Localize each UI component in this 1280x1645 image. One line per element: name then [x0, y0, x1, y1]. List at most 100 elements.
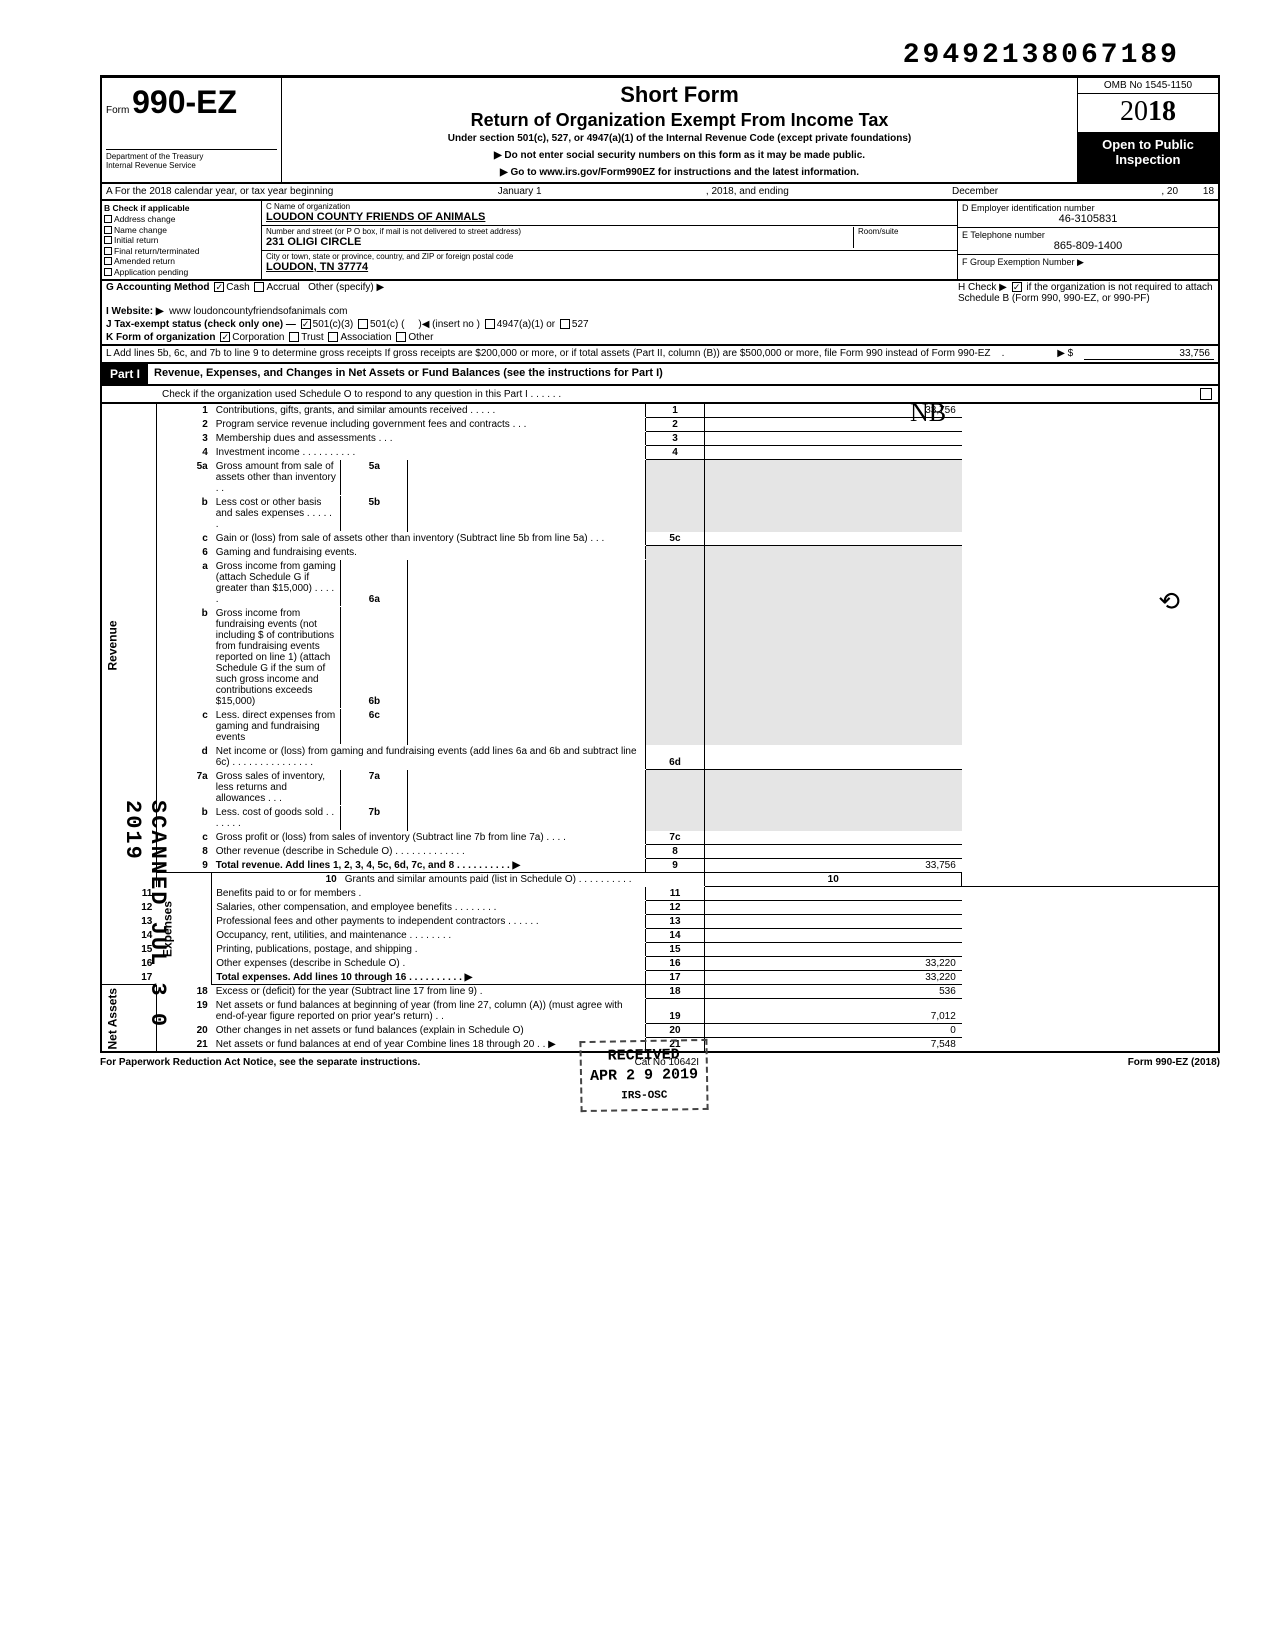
ln-6d: d — [156, 745, 211, 770]
desc-5a: Gross amount from sale of assets other t… — [212, 460, 341, 496]
footer-right: Form 990-EZ (2018) — [1128, 1057, 1220, 1068]
department-label: Department of the Treasury Internal Reve… — [106, 149, 277, 170]
amt-5c — [705, 532, 962, 546]
row-a-tax-year: A For the 2018 calendar year, or tax yea… — [100, 184, 1220, 201]
chk-sched-b[interactable] — [1012, 282, 1022, 292]
chk-501c3[interactable] — [301, 319, 311, 329]
num-5c: 5c — [645, 532, 704, 546]
form-number: 990-EZ — [132, 84, 237, 120]
chk-501c[interactable] — [358, 319, 368, 329]
ln-6b: b — [156, 607, 211, 709]
desc-6c: Less. direct expenses from gaming and fu… — [212, 709, 341, 745]
phone-value: 865-809-1400 — [962, 240, 1214, 252]
row-j: J Tax-exempt status (check only one) — 5… — [106, 319, 954, 330]
received-line1: RECEIVED — [608, 1046, 680, 1064]
amt-10 — [962, 873, 1219, 887]
chk-final-return[interactable] — [104, 247, 112, 255]
chk-pending[interactable] — [104, 268, 112, 276]
ein-value: 46-3105831 — [962, 213, 1214, 225]
amt-13 — [705, 915, 962, 929]
chk-address-change[interactable] — [104, 215, 112, 223]
ln-5c: c — [156, 532, 211, 546]
right-header: OMB No 1545-1150 2018 Open to Public Ins… — [1078, 78, 1218, 182]
chk-trust[interactable] — [289, 332, 299, 342]
amt-18: 536 — [705, 985, 962, 999]
chk-amended[interactable] — [104, 257, 112, 265]
ln-10: 10 — [212, 873, 341, 887]
lbl-527: 527 — [572, 319, 589, 330]
g-label: G Accounting Method — [106, 282, 210, 293]
ln-1: 1 — [156, 404, 211, 418]
row-h: H Check ▶ if the organization is not req… — [954, 282, 1214, 304]
col-c-org-info: C Name of organization LOUDON COUNTY FRI… — [262, 201, 958, 279]
desc-9: Total revenue. Add lines 1, 2, 3, 4, 5c,… — [212, 859, 646, 873]
chk-initial-return[interactable] — [104, 236, 112, 244]
mid-7b: 7b — [341, 806, 408, 831]
num-18: 18 — [645, 985, 704, 999]
amt-11 — [705, 887, 962, 901]
ln-5b: b — [156, 496, 211, 532]
amt-15 — [705, 943, 962, 957]
midval-5a — [408, 460, 645, 496]
website-value: www loudoncountyfriendsofanimals com — [169, 306, 347, 317]
chk-name-change[interactable] — [104, 226, 112, 234]
num-1: 1 — [645, 404, 704, 418]
desc-17-text: Total expenses. Add lines 10 through 16 … — [216, 972, 472, 983]
desc-1: Contributions, gifts, grants, and simila… — [212, 404, 646, 418]
part-i-title: Revenue, Expenses, and Changes in Net As… — [148, 364, 1218, 384]
chk-527[interactable] — [560, 319, 570, 329]
row-a-yy: 18 — [1184, 186, 1214, 197]
received-stamp: RECEIVED APR 2 9 2019 IRS-OSC — [579, 1039, 708, 1112]
desc-5c: Gain or (loss) from sale of assets other… — [212, 532, 646, 546]
midval-7b — [408, 806, 645, 831]
chk-schedule-o[interactable] — [1200, 388, 1212, 400]
lbl-501c3: 501(c)(3) — [313, 319, 354, 330]
lbl-cash: Cash — [226, 282, 249, 293]
num-8: 8 — [645, 845, 704, 859]
amt-19: 7,012 — [705, 999, 962, 1024]
received-line2: APR 2 9 2019 — [590, 1066, 698, 1085]
chk-other-org[interactable] — [396, 332, 406, 342]
amtshade-5a — [705, 460, 962, 496]
k-label: K Form of organization — [106, 332, 215, 343]
amt-7c — [705, 831, 962, 845]
num-19: 19 — [645, 999, 704, 1024]
chk-cash[interactable] — [214, 282, 224, 292]
short-form-title: Short Form — [288, 82, 1071, 108]
desc-6: Gaming and fundraising events. — [212, 546, 646, 560]
tax-year-box: 2018 — [1078, 94, 1218, 133]
desc-8: Other revenue (describe in Schedule O) .… — [212, 845, 646, 859]
ln-3: 3 — [156, 432, 211, 446]
lbl-trust: Trust — [301, 332, 323, 343]
info-grid: B Check if applicable Address change Nam… — [100, 201, 1220, 281]
lbl-assoc: Association — [340, 332, 391, 343]
desc-20: Other changes in net assets or fund bala… — [212, 1024, 646, 1038]
desc-7b: Less. cost of goods sold . . . . . . . — [212, 806, 341, 831]
goto-instructions: Go to www.irs.gov/Form990EZ for instruct… — [288, 167, 1071, 178]
num-11: 11 — [645, 887, 704, 901]
amt-8 — [705, 845, 962, 859]
num-3: 3 — [645, 432, 704, 446]
midval-6a — [408, 560, 645, 607]
lbl-initial-return: Initial return — [114, 235, 158, 245]
mid-7a: 7a — [341, 770, 408, 806]
chk-accrual[interactable] — [254, 282, 264, 292]
row-a-mid: , 2018, and ending — [706, 186, 789, 197]
row-i: I Website: ▶ www loudoncountyfriendsofan… — [106, 306, 954, 317]
chk-4947[interactable] — [485, 319, 495, 329]
part-i-header: Part I Revenue, Expenses, and Changes in… — [100, 364, 1220, 386]
mid-5a: 5a — [341, 460, 408, 496]
amt-9: 33,756 — [705, 859, 962, 873]
desc-6d: Net income or (loss) from gaming and fun… — [212, 745, 646, 770]
num-12: 12 — [645, 901, 704, 915]
chk-corp[interactable] — [220, 332, 230, 342]
form-number-box: Form 990-EZ Department of the Treasury I… — [102, 78, 282, 182]
num-15: 15 — [645, 943, 704, 957]
initials-stamp: NB — [910, 398, 946, 428]
col-b-header: B Check if applicable — [104, 203, 259, 213]
chk-assoc[interactable] — [328, 332, 338, 342]
phone-label: E Telephone number — [962, 230, 1214, 240]
omb-number: OMB No 1545-1150 — [1078, 78, 1218, 94]
desc-12: Salaries, other compensation, and employ… — [212, 901, 646, 915]
part-i-subtitle-row: Check if the organization used Schedule … — [100, 386, 1220, 404]
